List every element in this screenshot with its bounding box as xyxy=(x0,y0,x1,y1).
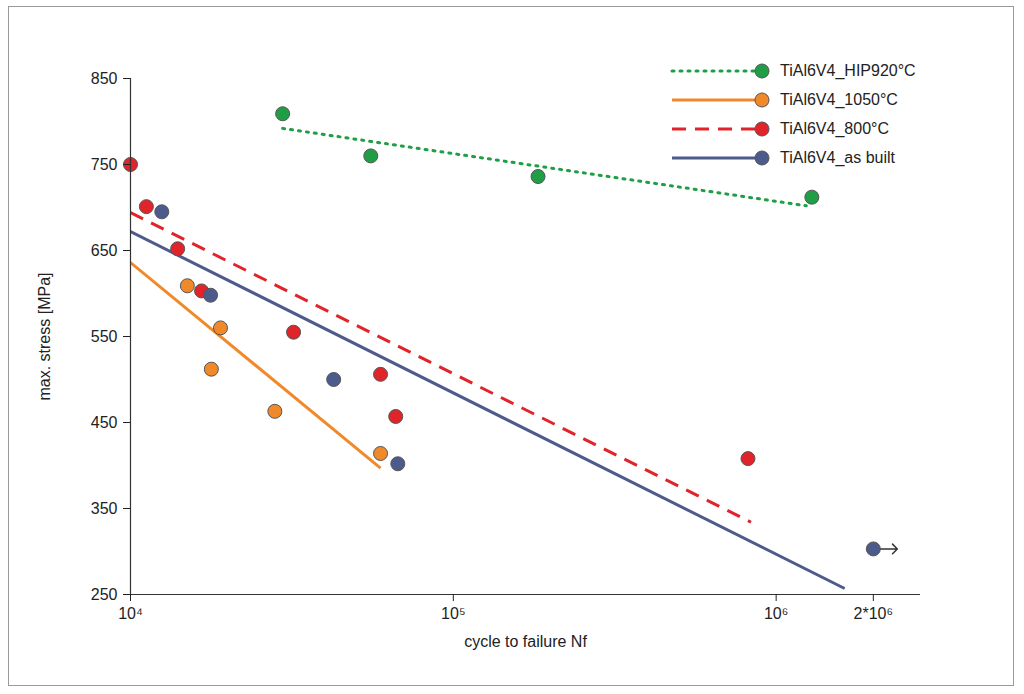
svg-text:10⁵: 10⁵ xyxy=(441,605,465,622)
html-text:TiAl6V4_as built: TiAl6V4_as built xyxy=(780,148,895,166)
svg-text:850: 850 xyxy=(91,70,118,87)
svg-text:750: 750 xyxy=(91,156,118,173)
html-text:TiAl6V4_1050°C: TiAl6V4_1050°C xyxy=(780,90,898,108)
svg-text:650: 650 xyxy=(91,242,118,259)
svg-text:2*10⁶: 2*10⁶ xyxy=(854,605,894,622)
svg-text:250: 250 xyxy=(91,586,118,603)
svg-text:cycle to failure Nf: cycle to failure Nf xyxy=(464,633,587,650)
html-text:TiAl6V4_800°C: TiAl6V4_800°C xyxy=(780,119,889,137)
svg-text:350: 350 xyxy=(91,500,118,517)
svg-text:550: 550 xyxy=(91,328,118,345)
html-text:TiAl6V4_HIP920°C: TiAl6V4_HIP920°C xyxy=(780,61,916,79)
svg-text:10⁴: 10⁴ xyxy=(118,605,143,622)
svg-text:max. stress [MPa]: max. stress [MPa] xyxy=(36,272,53,400)
svg-text:450: 450 xyxy=(91,414,118,431)
svg-text:10⁶: 10⁶ xyxy=(764,605,788,622)
